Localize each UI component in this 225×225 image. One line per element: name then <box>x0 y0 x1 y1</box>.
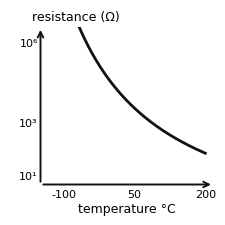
Text: resistance (Ω): resistance (Ω) <box>32 11 120 24</box>
Text: temperature °C: temperature °C <box>78 203 176 216</box>
